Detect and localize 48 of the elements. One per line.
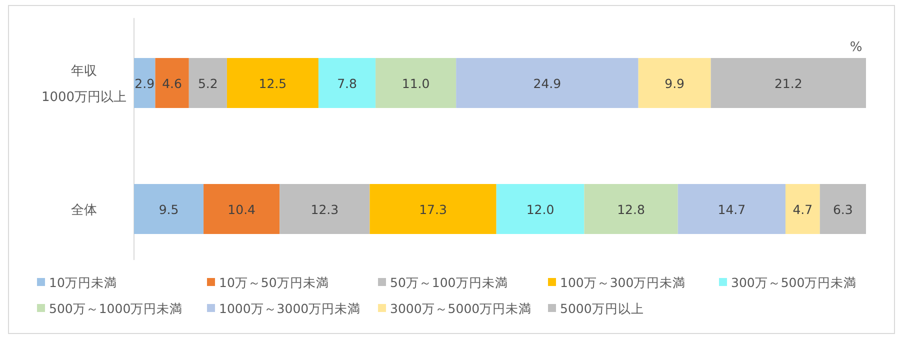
data-label: 4.6 bbox=[162, 76, 182, 91]
legend-label: 3000万～5000万円未満 bbox=[390, 301, 532, 316]
data-label: 9.5 bbox=[158, 202, 179, 217]
data-label: 11.0 bbox=[402, 76, 430, 91]
data-label: 9.9 bbox=[664, 76, 685, 91]
data-label: 24.9 bbox=[533, 76, 562, 91]
bar bbox=[318, 58, 376, 108]
bar bbox=[456, 58, 638, 108]
legend-label: 100万～300万円未満 bbox=[560, 275, 686, 290]
legend-label: 500万～1000万円未満 bbox=[49, 301, 183, 316]
legend-label: 1000万～3000万円未満 bbox=[219, 301, 361, 316]
bar bbox=[584, 184, 678, 234]
legend-label: 50万～100万円未満 bbox=[390, 275, 508, 290]
legend-label: 10万～50万円未満 bbox=[219, 275, 329, 290]
data-label: 17.3 bbox=[419, 202, 447, 217]
legend-label: 5000万円以上 bbox=[560, 301, 644, 316]
bar bbox=[376, 58, 456, 108]
bar bbox=[370, 184, 496, 234]
data-label: 12.0 bbox=[526, 202, 554, 217]
data-label: 14.7 bbox=[718, 202, 746, 217]
bar bbox=[678, 184, 786, 234]
data-label: 21.2 bbox=[774, 76, 802, 91]
data-label: 12.3 bbox=[310, 202, 339, 217]
bar bbox=[134, 58, 156, 108]
y-tick-label: 年収 1000万円以上 bbox=[41, 64, 127, 105]
y-tick-label: 全体 bbox=[71, 203, 97, 218]
data-label: 12.5 bbox=[258, 76, 287, 91]
bar bbox=[638, 58, 711, 108]
legend-label: 10万円未満 bbox=[49, 275, 117, 290]
bar bbox=[280, 184, 370, 234]
bar bbox=[134, 184, 204, 234]
data-label: 12.8 bbox=[617, 202, 645, 217]
bar bbox=[496, 184, 584, 234]
bar bbox=[204, 184, 280, 234]
bar bbox=[785, 184, 820, 234]
bar bbox=[188, 58, 227, 108]
data-label: 4.7 bbox=[792, 202, 813, 217]
data-label: 10.4 bbox=[228, 202, 256, 217]
data-label: 6.3 bbox=[832, 202, 853, 217]
bar bbox=[226, 58, 318, 108]
data-label: 2.9 bbox=[134, 76, 155, 91]
data-label: 7.8 bbox=[337, 76, 357, 91]
legend-label: 300万～500万円未満 bbox=[731, 275, 857, 290]
bar bbox=[710, 58, 866, 108]
bar bbox=[155, 58, 189, 108]
data-label: 5.2 bbox=[198, 76, 218, 91]
bar bbox=[820, 184, 866, 234]
annotation: % bbox=[850, 40, 862, 55]
